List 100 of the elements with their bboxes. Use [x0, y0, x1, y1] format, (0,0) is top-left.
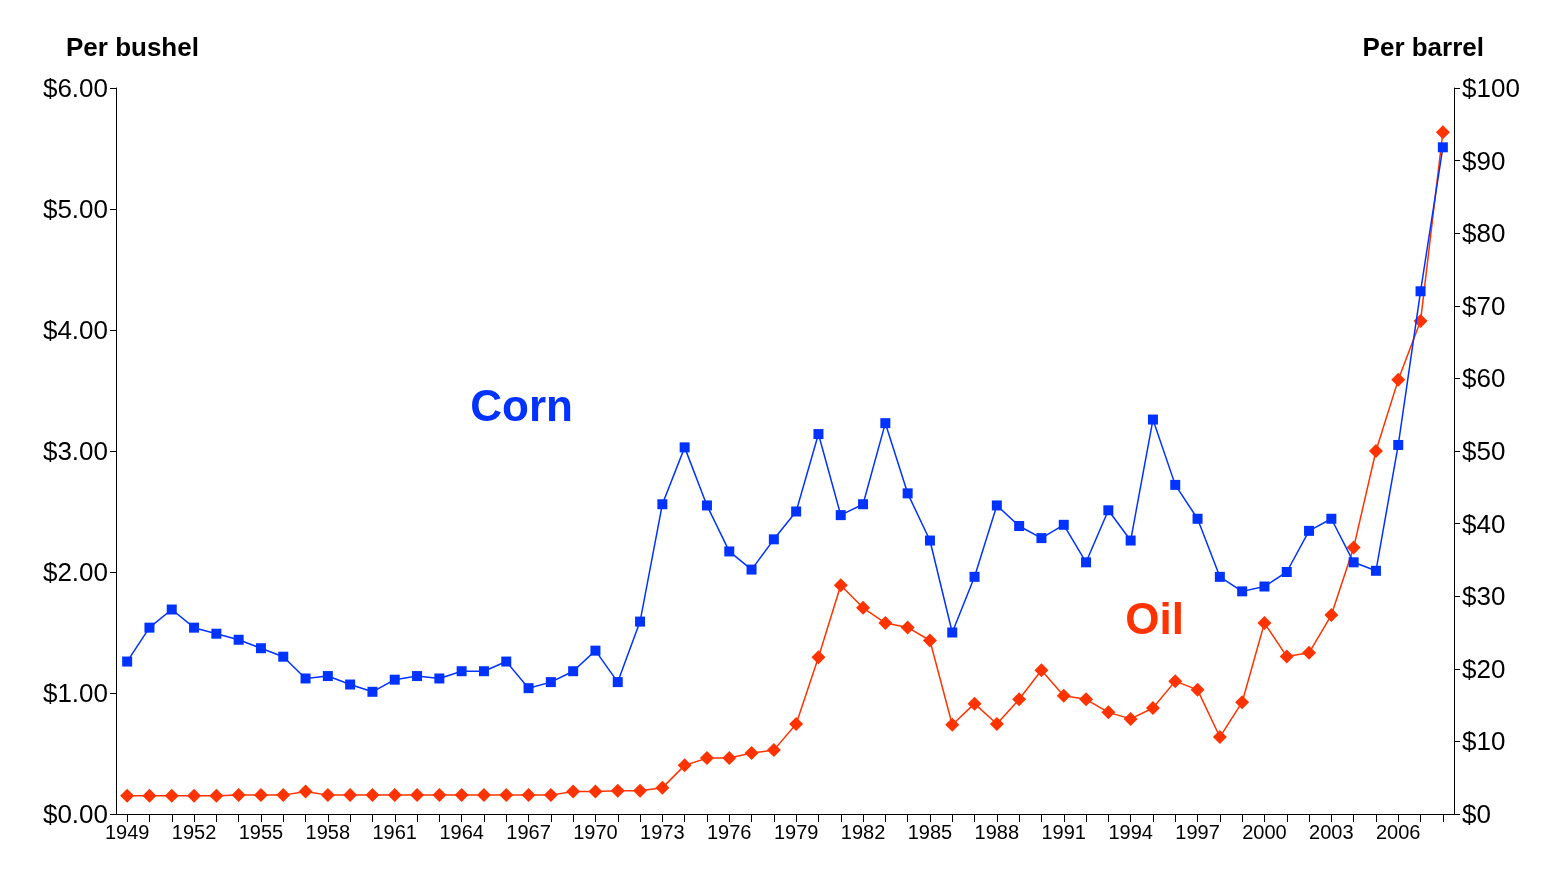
y2-tick-label: $70: [1462, 290, 1506, 321]
point: [880, 418, 891, 429]
point: [343, 788, 358, 803]
point: [300, 673, 311, 684]
point: [724, 546, 735, 557]
point: [566, 784, 581, 799]
point: [1259, 581, 1270, 592]
point: [924, 535, 935, 546]
point: [456, 666, 467, 677]
point: [568, 666, 579, 677]
x-tick-label: 1991: [1041, 821, 1086, 843]
point: [231, 788, 246, 803]
point: [1391, 372, 1406, 387]
x-tick-label: 1970: [573, 821, 618, 843]
x-tick-label: 1982: [840, 821, 886, 843]
series-label: Oil: [1125, 594, 1184, 644]
point: [1346, 540, 1361, 555]
point: [253, 788, 268, 803]
y2-tick-label: $10: [1462, 726, 1506, 757]
x-tick-label: 1994: [1108, 821, 1153, 843]
point: [412, 671, 423, 682]
point: [476, 788, 491, 803]
x-tick-label: 2006: [1376, 821, 1421, 843]
point: [677, 758, 692, 773]
y2-tick-label: $50: [1462, 436, 1506, 466]
point: [545, 677, 556, 688]
point: [1123, 711, 1138, 726]
point: [1348, 557, 1359, 568]
point: [699, 751, 714, 766]
point: [1370, 565, 1381, 576]
point: [1056, 688, 1071, 703]
y-tick-label: $4.00: [42, 315, 108, 345]
y-tick-label: $2.00: [42, 557, 108, 587]
x-tick-label: 2003: [1309, 821, 1354, 843]
point: [454, 788, 469, 803]
point: [1081, 557, 1092, 568]
point: [501, 656, 512, 667]
point: [1413, 314, 1428, 329]
y-axis-title: Per bushel: [66, 32, 199, 62]
point: [233, 634, 244, 645]
y2-tick-label: $0: [1462, 799, 1491, 829]
point: [1326, 513, 1337, 524]
point: [813, 429, 824, 440]
point: [856, 600, 871, 615]
point: [1101, 705, 1116, 720]
point: [900, 620, 915, 635]
point: [1281, 567, 1292, 577]
point: [612, 677, 623, 688]
point: [1168, 674, 1183, 689]
point: [1368, 444, 1383, 458]
point: [322, 671, 333, 682]
point: [1058, 519, 1069, 530]
point: [610, 783, 625, 798]
y-tick-label: $3.00: [42, 436, 108, 466]
point: [142, 788, 157, 803]
point: [432, 788, 447, 803]
y2-tick-label: $40: [1462, 508, 1506, 539]
point: [189, 622, 200, 633]
point: [922, 633, 937, 648]
y2-tick-label: $20: [1462, 653, 1506, 684]
point: [969, 571, 980, 582]
point: [1324, 608, 1339, 623]
point: [1145, 701, 1160, 715]
point: [679, 442, 690, 453]
point: [389, 674, 400, 685]
point: [164, 788, 179, 803]
point: [1079, 692, 1094, 707]
point: [144, 622, 155, 633]
point: [947, 627, 958, 638]
point: [701, 500, 712, 511]
point: [811, 650, 826, 665]
point: [276, 788, 291, 803]
x-tick-label: 1967: [506, 821, 551, 843]
point: [1192, 513, 1203, 524]
point: [1437, 142, 1448, 153]
point: [367, 686, 378, 697]
x-tick-label: 1952: [171, 821, 217, 843]
point: [1415, 286, 1426, 297]
point: [858, 499, 869, 510]
point: [657, 499, 668, 510]
point: [543, 788, 558, 803]
point: [298, 784, 313, 799]
point: [166, 604, 177, 615]
point: [835, 510, 846, 521]
text: Corn: [470, 380, 573, 430]
point: [588, 784, 603, 799]
point: [1304, 525, 1315, 536]
point: [991, 500, 1002, 511]
point: [278, 651, 289, 662]
y2-tick-label: $80: [1462, 218, 1506, 249]
y2-tick-label: $30: [1462, 581, 1506, 612]
y-tick-label: $6.00: [42, 73, 108, 103]
point: [1435, 125, 1450, 140]
point: [120, 788, 135, 803]
point: [1214, 571, 1225, 582]
x-tick-label: 1964: [439, 821, 484, 843]
point: [789, 716, 804, 731]
point: [878, 616, 893, 631]
point: [122, 656, 133, 667]
point: [989, 716, 1004, 731]
